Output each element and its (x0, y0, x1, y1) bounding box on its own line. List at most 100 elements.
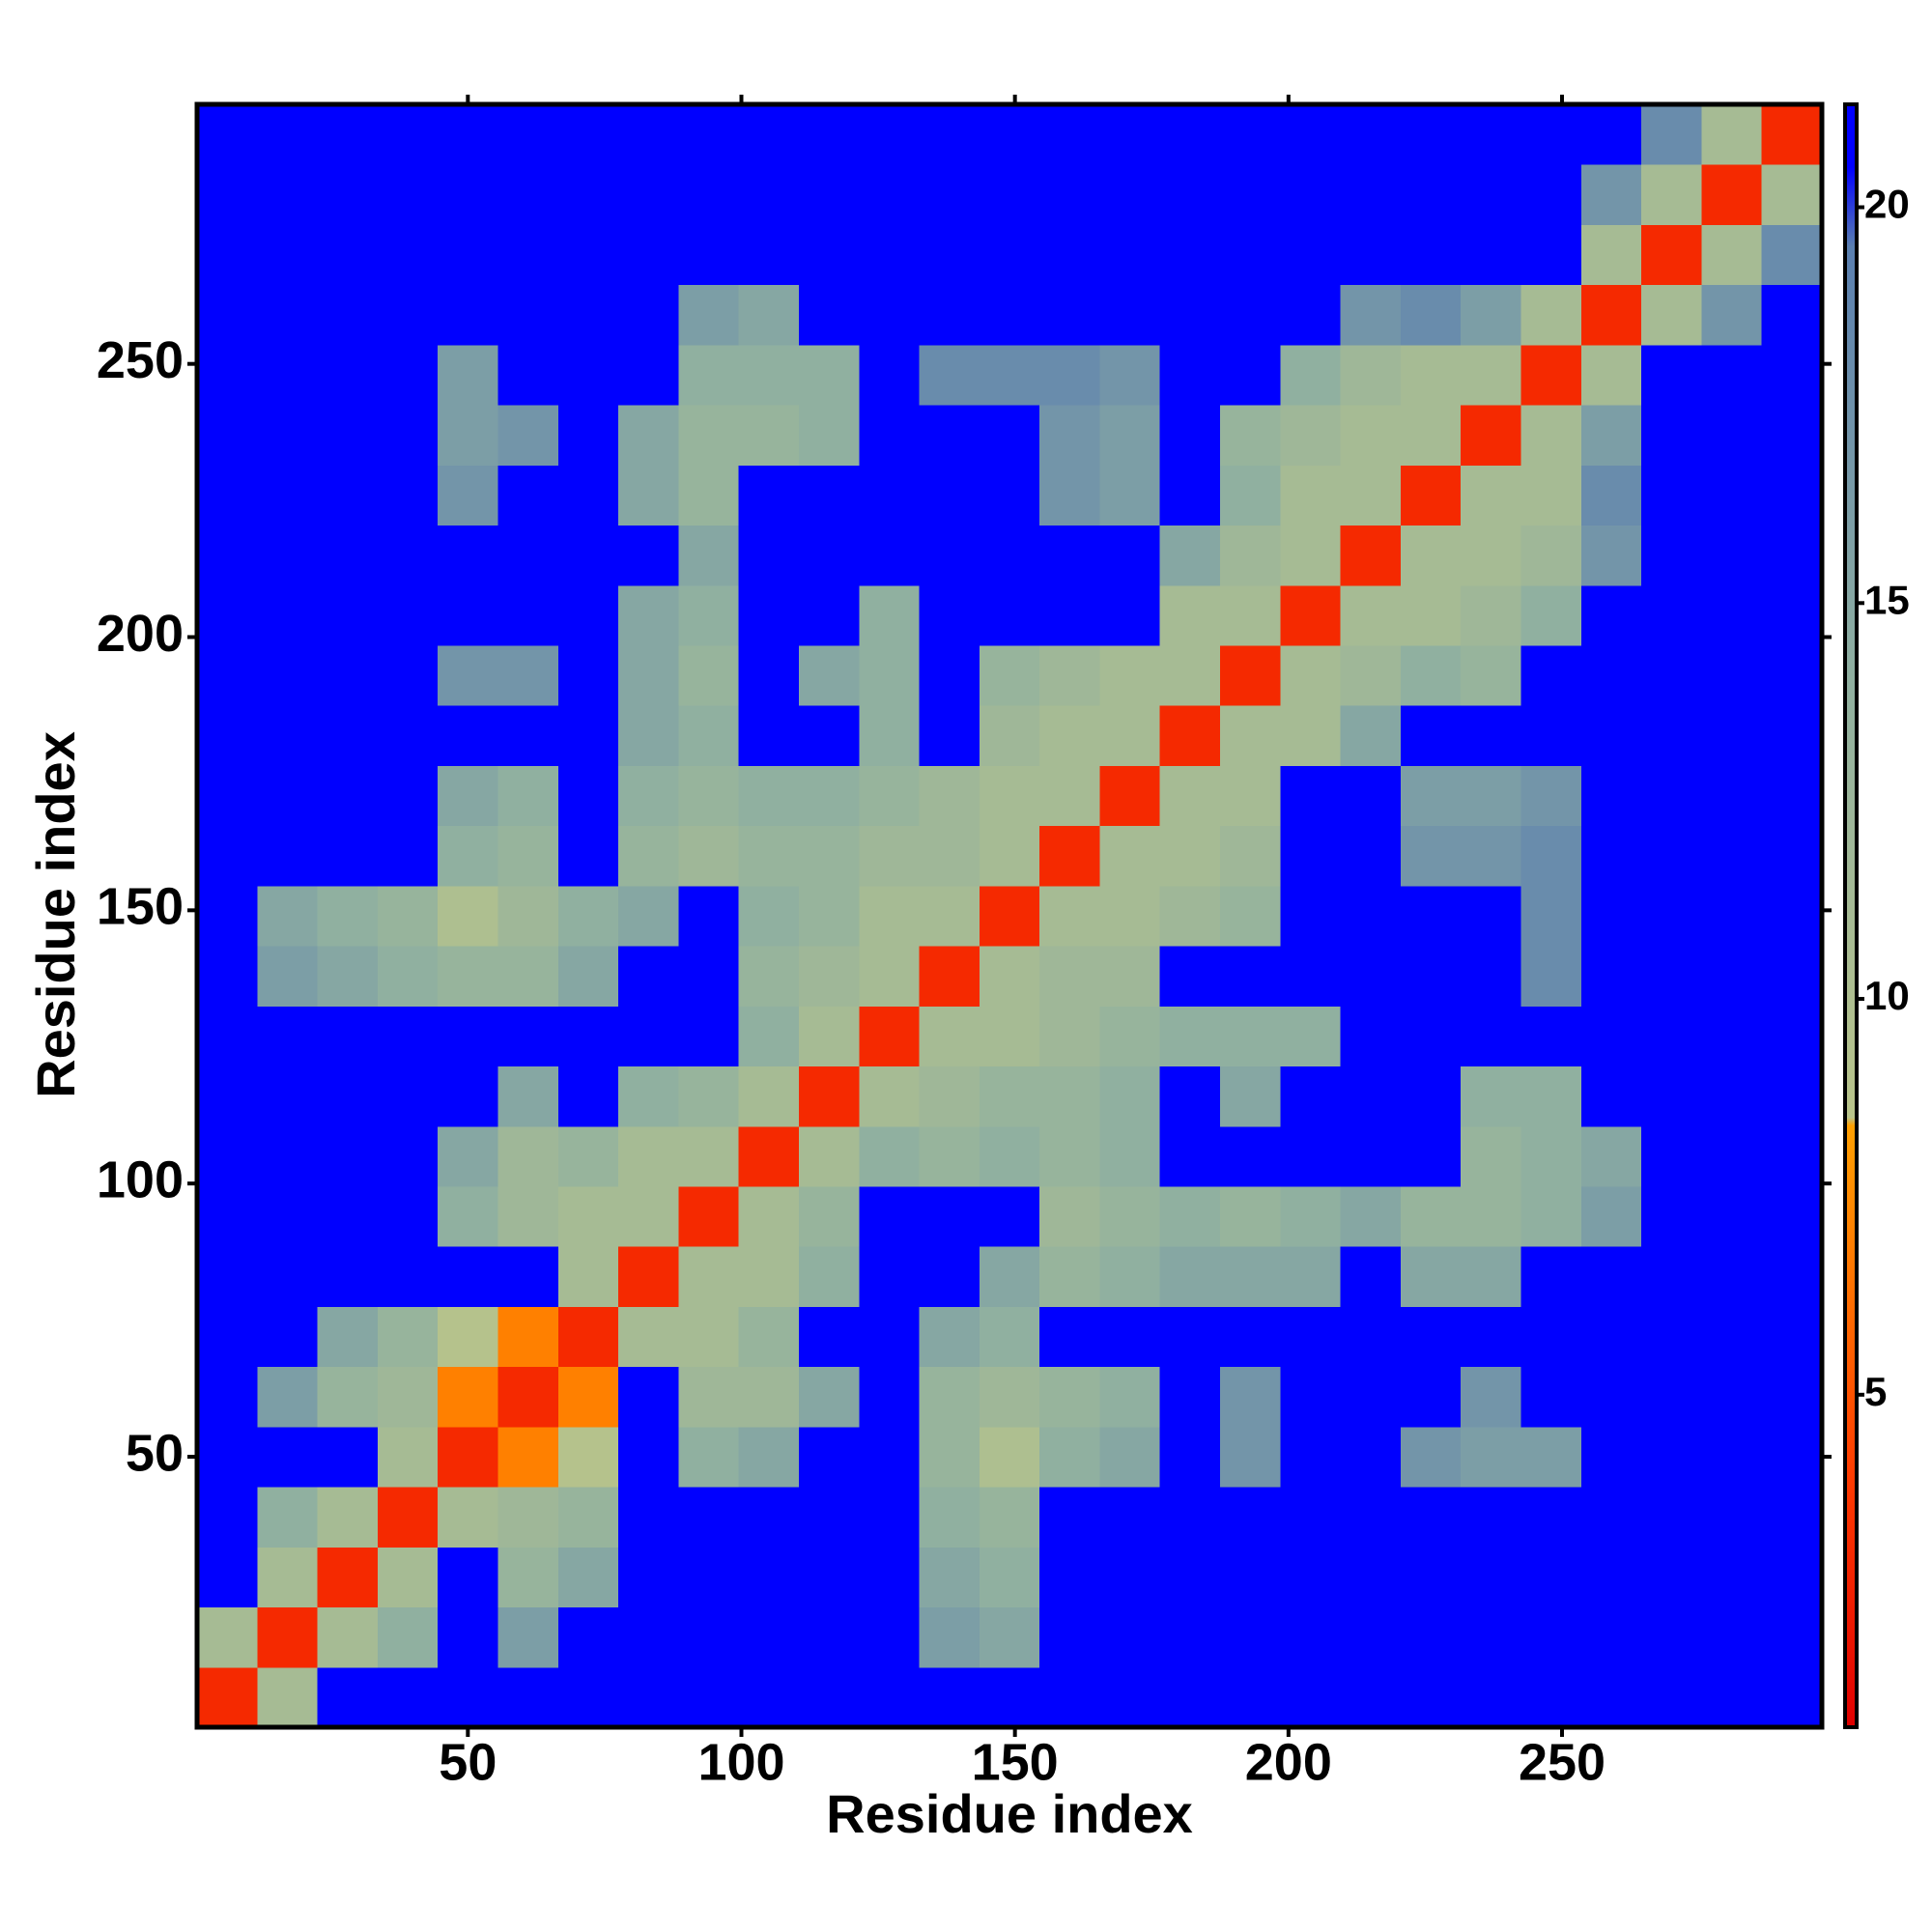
heatmap-cell (1580, 705, 1642, 766)
heatmap-cell (1159, 224, 1221, 286)
heatmap-cell (1220, 1246, 1281, 1307)
heatmap-cell (317, 765, 379, 827)
heatmap-cell (1159, 1246, 1221, 1307)
heatmap-cell (1580, 1306, 1642, 1368)
heatmap-cell (618, 645, 679, 706)
heatmap-cell (1641, 705, 1702, 766)
heatmap-cell (1099, 1065, 1161, 1127)
heatmap-cell (497, 1426, 559, 1488)
x-tick-label: 200 (1245, 1733, 1332, 1791)
heatmap-cell (438, 645, 498, 706)
heatmap-cell (1701, 465, 1763, 526)
heatmap-cell (1039, 1246, 1100, 1307)
heatmap-cell (438, 1366, 498, 1428)
heatmap-cell (557, 284, 619, 346)
heatmap-cell (979, 1606, 1040, 1668)
heatmap-cell (1520, 645, 1582, 706)
heatmap-cell (859, 1547, 921, 1608)
heatmap-cell (1761, 1246, 1823, 1307)
heatmap-cell (1280, 1487, 1342, 1548)
heatmap-cell (738, 1065, 800, 1127)
heatmap-cell (197, 1666, 258, 1728)
heatmap-cell (497, 164, 559, 225)
heatmap-cell (1580, 224, 1642, 286)
heatmap-cell (1340, 1547, 1402, 1608)
heatmap-cell (1520, 946, 1582, 1007)
heatmap-cell (1761, 765, 1823, 827)
heatmap-cell (557, 1426, 619, 1488)
heatmap-cell (377, 1366, 439, 1428)
heatmap-cell (1461, 705, 1522, 766)
heatmap-cell (1220, 405, 1281, 466)
heatmap-cell (1340, 1426, 1402, 1488)
heatmap-cell (197, 1246, 258, 1307)
heatmap-cell (1280, 584, 1342, 646)
heatmap-cell (1340, 344, 1402, 406)
heatmap-cell (197, 584, 258, 646)
heatmap-cell (1761, 1306, 1823, 1368)
heatmap-cell (1461, 645, 1522, 706)
heatmap-cell (1701, 765, 1763, 827)
heatmap-cell (979, 885, 1040, 947)
heatmap-cell (377, 705, 439, 766)
heatmap-cell (798, 1306, 860, 1368)
heatmap-cell (618, 224, 679, 286)
heatmap-cell (1761, 1487, 1823, 1548)
heatmap-cell (1099, 645, 1161, 706)
heatmap-cell (197, 1426, 258, 1488)
heatmap-cell (197, 885, 258, 947)
heatmap-cell (1220, 525, 1281, 586)
heatmap-cell (1761, 525, 1823, 586)
heatmap-cell (979, 1306, 1040, 1368)
heatmap-cell (1220, 344, 1281, 406)
heatmap-cell (979, 405, 1040, 466)
heatmap-cell (618, 104, 679, 165)
heatmap-cell (257, 1186, 319, 1247)
heatmap-cell (257, 104, 319, 165)
heatmap-cell (1400, 104, 1462, 165)
heatmap-cell (1580, 885, 1642, 947)
heatmap-cell (557, 645, 619, 706)
heatmap-cell (919, 1487, 980, 1548)
y-tick-label: 50 (126, 1424, 184, 1482)
heatmap-cell (798, 1125, 860, 1187)
heatmap-cell (1099, 1487, 1161, 1548)
heatmap-cell (1340, 1366, 1402, 1428)
heatmap-cell (1159, 885, 1221, 947)
heatmap-cell (1520, 1065, 1582, 1127)
heatmap-cell (377, 1426, 439, 1488)
heatmap-cell (1039, 344, 1100, 406)
x-tick-label: 100 (697, 1733, 784, 1791)
heatmap-cell (1039, 705, 1100, 766)
heatmap-cell (1280, 405, 1342, 466)
heatmap-cell (618, 1487, 679, 1548)
heatmap-cell (979, 584, 1040, 646)
heatmap-cell (1761, 1125, 1823, 1187)
heatmap-cell (1039, 1125, 1100, 1187)
heatmap-cell (257, 645, 319, 706)
heatmap-cell (859, 465, 921, 526)
heatmap-cell (919, 224, 980, 286)
heatmap-cell (497, 584, 559, 646)
heatmap-cell (798, 525, 860, 586)
heatmap-cell (497, 645, 559, 706)
heatmap-cell (798, 1426, 860, 1488)
heatmap-cell (1159, 765, 1221, 827)
heatmap-cell (738, 584, 800, 646)
heatmap-cell (1641, 765, 1702, 827)
heatmap-cell (317, 705, 379, 766)
heatmap-cell (678, 645, 740, 706)
heatmap-cell (438, 584, 498, 646)
heatmap-cell (1039, 284, 1100, 346)
heatmap-cell (1039, 1666, 1100, 1728)
heatmap-cell (1701, 1487, 1763, 1548)
heatmap-cell (1701, 1006, 1763, 1067)
heatmap-cell (618, 1125, 679, 1187)
heatmap-cell (1520, 1006, 1582, 1067)
heatmap-cell (1280, 1306, 1342, 1368)
heatmap-cell (1099, 1426, 1161, 1488)
heatmap-cell (1159, 1606, 1221, 1668)
heatmap-cell (979, 284, 1040, 346)
heatmap-cell (497, 405, 559, 466)
heatmap-cell (1340, 946, 1402, 1007)
